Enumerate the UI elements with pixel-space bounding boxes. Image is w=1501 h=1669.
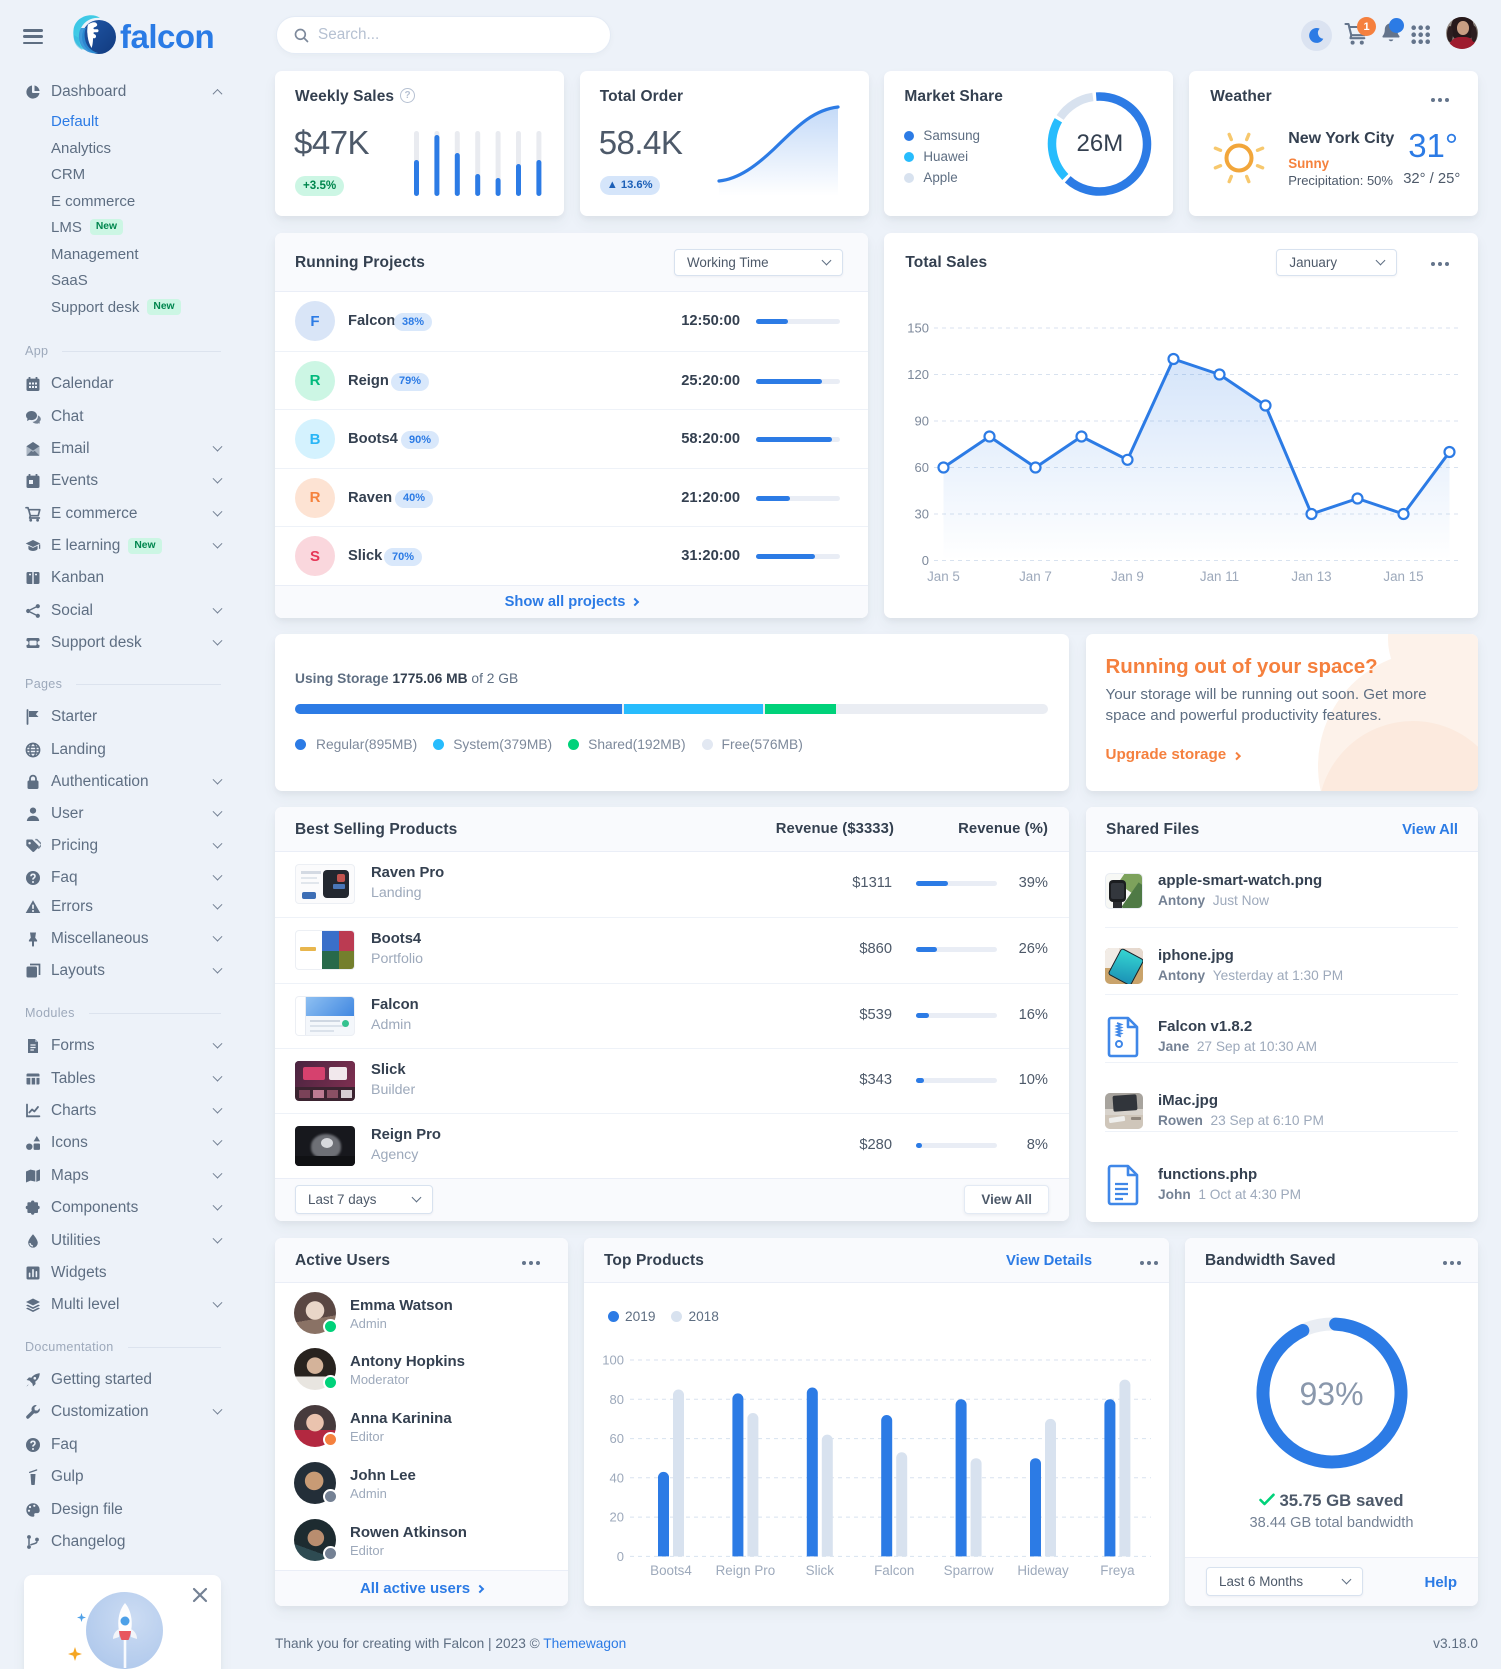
svg-text:Sparrow: Sparrow — [944, 1563, 994, 1578]
svg-text:90: 90 — [915, 414, 929, 429]
svg-text:Jan 15: Jan 15 — [1384, 569, 1424, 584]
svg-text:60: 60 — [610, 1431, 624, 1446]
svg-text:Jan 7: Jan 7 — [1020, 569, 1053, 584]
svg-text:0: 0 — [922, 553, 929, 568]
svg-text:Freya: Freya — [1100, 1563, 1135, 1578]
svg-text:30: 30 — [915, 507, 929, 522]
svg-text:20: 20 — [610, 1510, 624, 1525]
svg-text:Slick: Slick — [806, 1563, 835, 1578]
svg-text:100: 100 — [602, 1353, 624, 1368]
svg-text:80: 80 — [610, 1392, 624, 1407]
svg-text:Jan 11: Jan 11 — [1200, 569, 1239, 584]
svg-text:120: 120 — [908, 367, 930, 382]
svg-text:150: 150 — [908, 321, 930, 336]
svg-text:Reign Pro: Reign Pro — [716, 1563, 776, 1578]
svg-text:60: 60 — [915, 460, 929, 475]
svg-text:Hideway: Hideway — [1017, 1563, 1069, 1578]
svg-text:Falcon: Falcon — [874, 1563, 914, 1578]
svg-text:Jan 5: Jan 5 — [928, 569, 961, 584]
svg-text:Jan 13: Jan 13 — [1292, 569, 1332, 584]
svg-text:Boots4: Boots4 — [650, 1563, 692, 1578]
svg-text:40: 40 — [610, 1470, 624, 1485]
svg-text:Jan 9: Jan 9 — [1112, 569, 1145, 584]
svg-text:0: 0 — [617, 1549, 624, 1564]
